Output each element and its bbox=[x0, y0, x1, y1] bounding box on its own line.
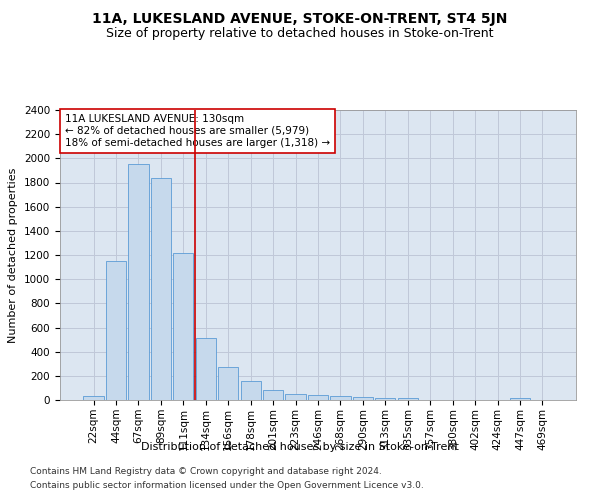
Text: Contains HM Land Registry data © Crown copyright and database right 2024.: Contains HM Land Registry data © Crown c… bbox=[30, 467, 382, 476]
Bar bbox=[218, 368, 238, 400]
Bar bbox=[106, 261, 126, 400]
Bar bbox=[173, 252, 193, 400]
Bar bbox=[263, 390, 283, 400]
Bar bbox=[286, 394, 305, 400]
Bar bbox=[151, 178, 171, 400]
Bar bbox=[308, 394, 328, 400]
Bar bbox=[196, 338, 216, 400]
Text: Distribution of detached houses by size in Stoke-on-Trent: Distribution of detached houses by size … bbox=[141, 442, 459, 452]
Text: Contains public sector information licensed under the Open Government Licence v3: Contains public sector information licen… bbox=[30, 481, 424, 490]
Bar bbox=[241, 382, 261, 400]
Bar bbox=[83, 396, 104, 400]
Y-axis label: Number of detached properties: Number of detached properties bbox=[8, 168, 19, 342]
Text: Size of property relative to detached houses in Stoke-on-Trent: Size of property relative to detached ho… bbox=[106, 28, 494, 40]
Bar bbox=[375, 398, 395, 400]
Text: 11A LUKESLAND AVENUE: 130sqm
← 82% of detached houses are smaller (5,979)
18% of: 11A LUKESLAND AVENUE: 130sqm ← 82% of de… bbox=[65, 114, 330, 148]
Text: 11A, LUKESLAND AVENUE, STOKE-ON-TRENT, ST4 5JN: 11A, LUKESLAND AVENUE, STOKE-ON-TRENT, S… bbox=[92, 12, 508, 26]
Bar bbox=[510, 398, 530, 400]
Bar bbox=[398, 398, 418, 400]
Bar bbox=[353, 397, 373, 400]
Bar bbox=[331, 396, 350, 400]
Bar bbox=[128, 164, 149, 400]
